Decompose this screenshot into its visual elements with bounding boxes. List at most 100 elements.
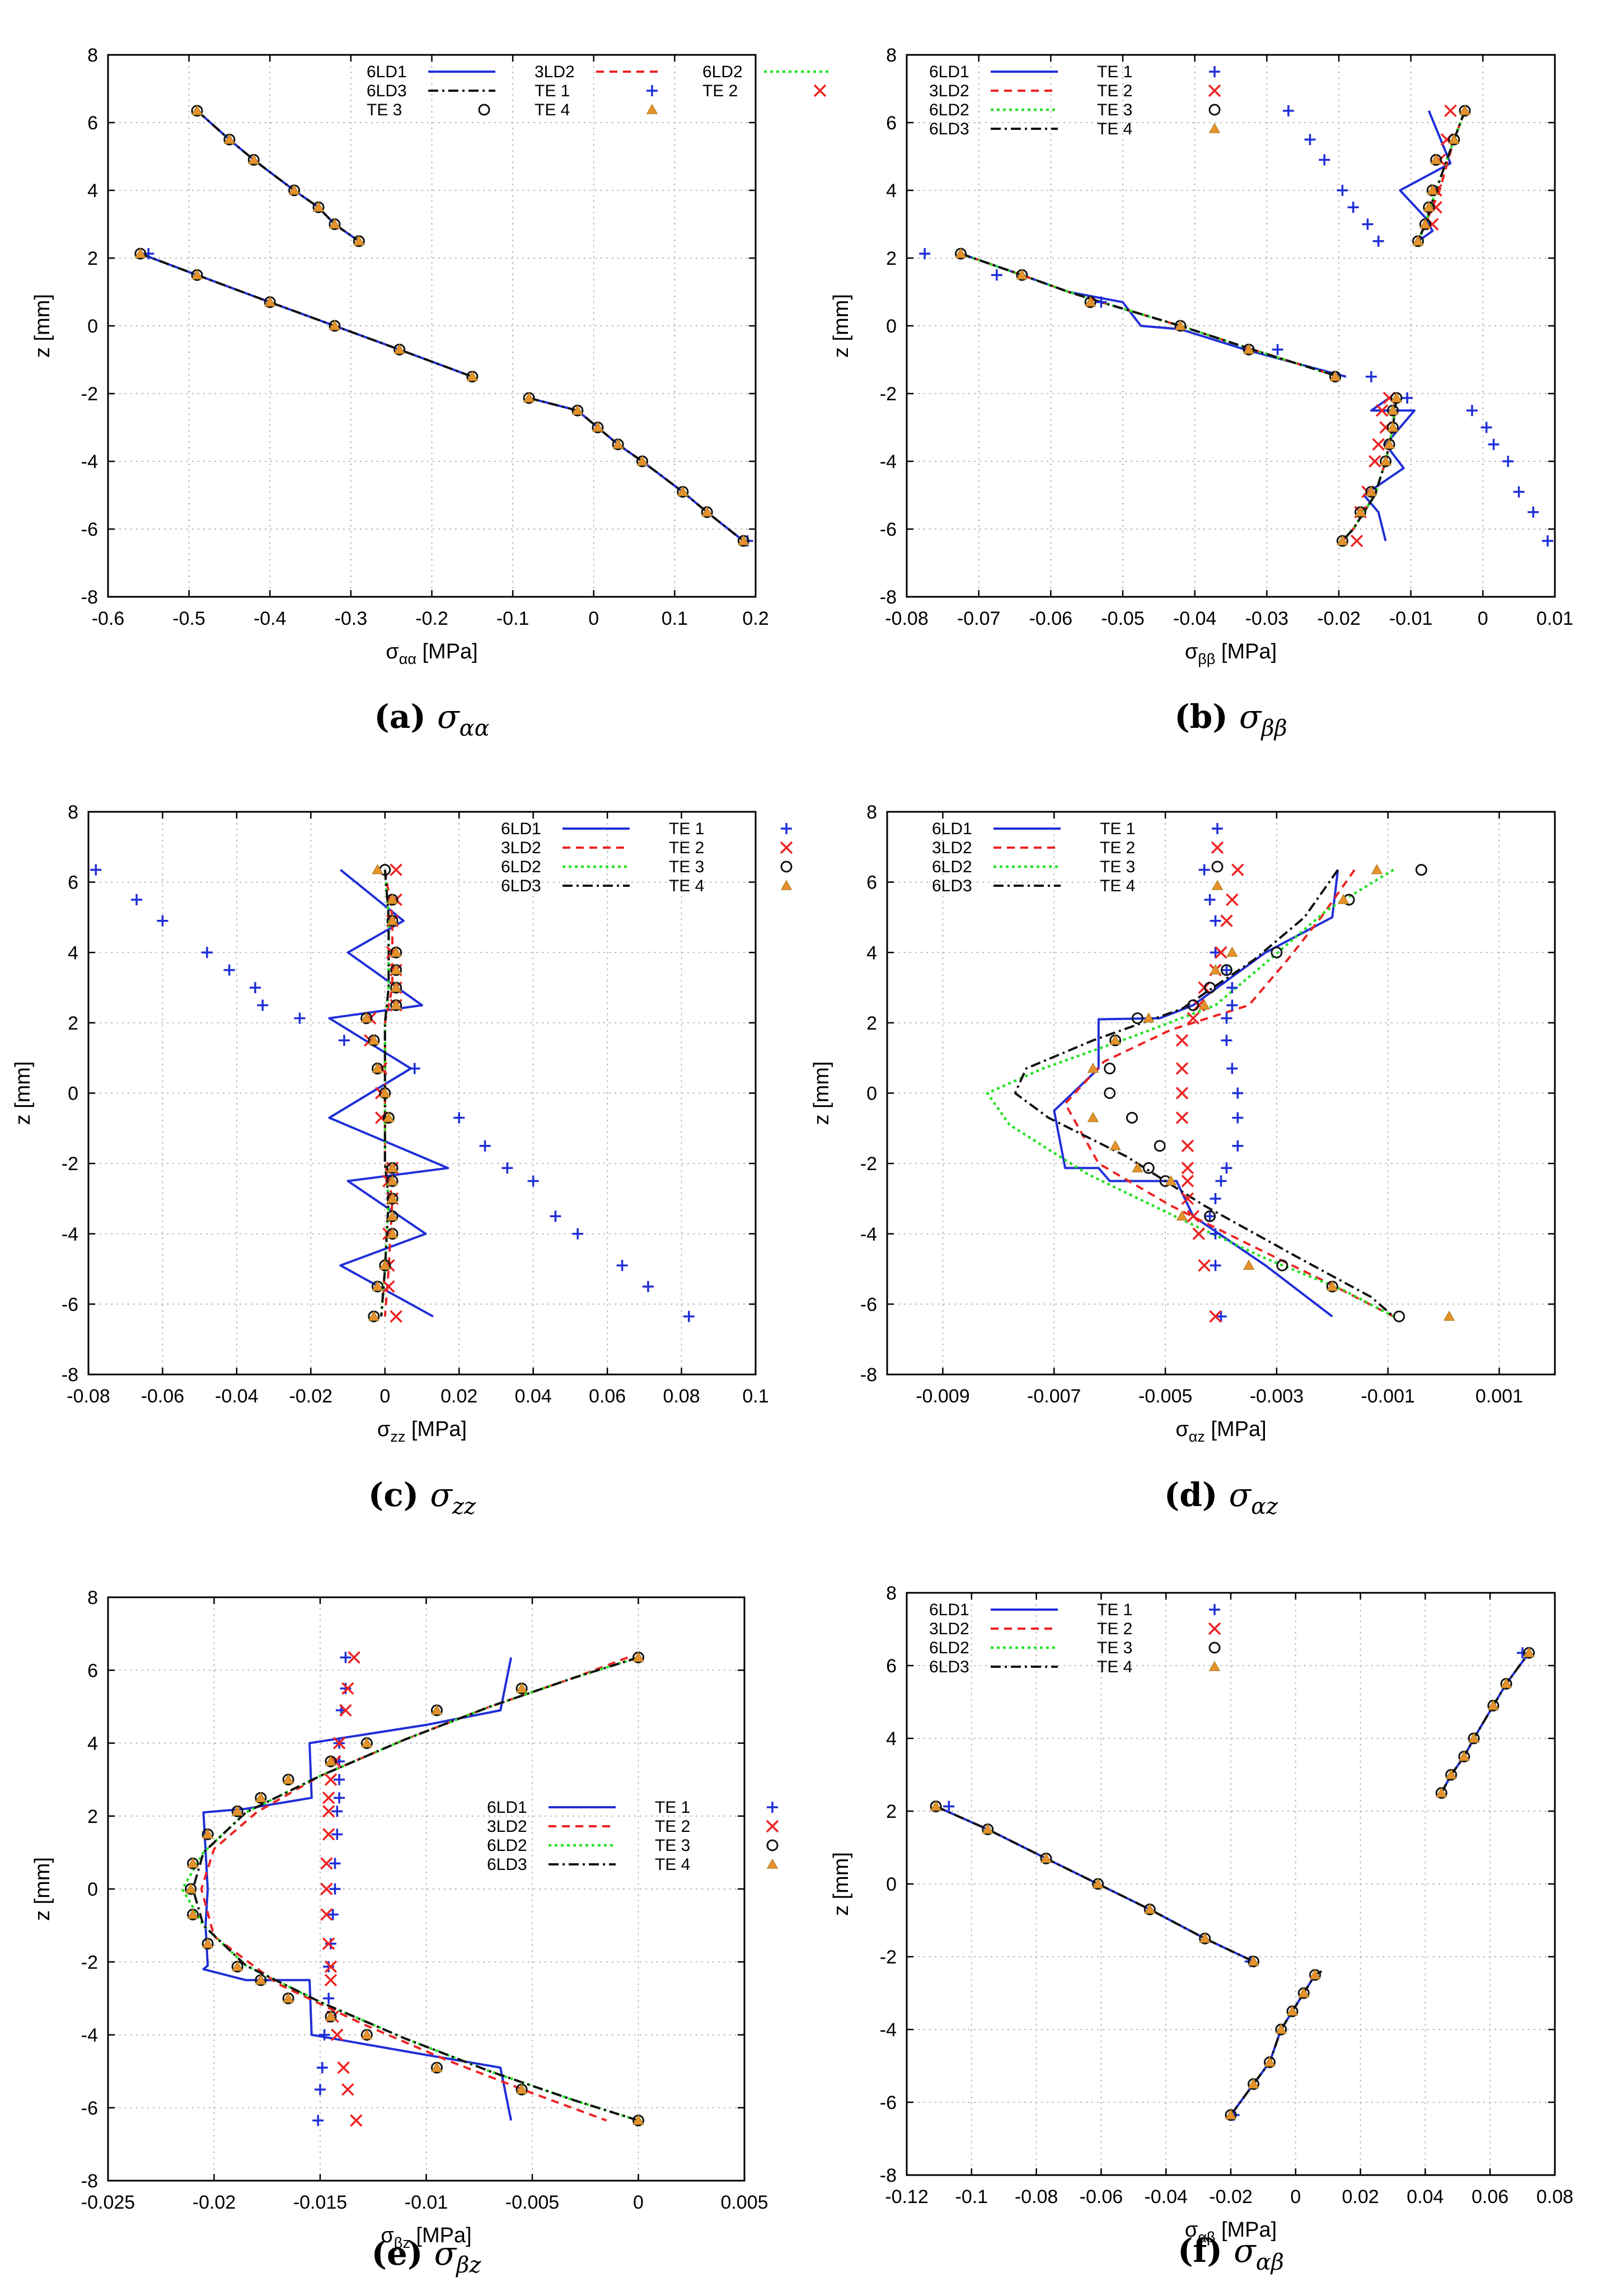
data-point-te4: [201, 1938, 214, 1948]
caption-symbol: σ: [434, 2234, 457, 2272]
data-point-te3: [1276, 1259, 1288, 1271]
data-point-te4: [1210, 964, 1221, 975]
legend-marker: [767, 1802, 778, 1813]
series-line-6ld2: [986, 868, 1394, 1318]
panel-d: -0.009 -0.007 -0.005 -0.003 -0.001 0.001 -8 -6 -…: [810, 802, 1556, 1519]
data-point-te4: [372, 1280, 383, 1291]
data-point-te4: [431, 1704, 443, 1715]
y-tick-label: 0: [68, 1083, 78, 1105]
data-point-te1: [90, 864, 102, 876]
legend-label: TE 4: [1097, 1658, 1132, 1676]
x-tick-label: -0.2: [415, 608, 448, 629]
data-point-te4: [361, 1737, 373, 1748]
legend-label: 6LD3: [929, 120, 969, 138]
data-point-te4: [201, 1828, 214, 1839]
x-tick-label: -0.04: [1144, 2186, 1188, 2208]
caption-letter: (f): [1178, 2232, 1234, 2270]
data-point-te4: [248, 154, 260, 165]
data-point-te1: [1513, 486, 1525, 498]
x-axis-unit: [MPa]: [1215, 2218, 1277, 2242]
data-point-te1: [1372, 235, 1384, 247]
y-tick-label: 6: [87, 113, 98, 134]
data-point-te1: [318, 2029, 330, 2041]
x-axis-subscript: αz: [1189, 1428, 1205, 1445]
x-axis-label: σβz [MPa]: [381, 2224, 471, 2251]
y-tick-label: -2: [62, 1153, 78, 1175]
y-tick-label: -6: [880, 2092, 897, 2113]
legend-label: TE 3: [367, 101, 402, 119]
series-line-6ld1: [528, 396, 744, 542]
caption-symbol: σ: [1239, 698, 1262, 736]
data-point-te4: [636, 455, 648, 466]
data-point-te2: [1181, 1162, 1194, 1175]
data-point-te2: [390, 1310, 402, 1323]
data-point-te4: [191, 105, 203, 115]
data-point-te2: [1187, 1210, 1200, 1223]
legend-label: TE 2: [655, 1817, 690, 1836]
x-tick-label: -0.005: [505, 2192, 559, 2213]
data-point-te4: [1248, 2078, 1259, 2089]
x-tick-label: 0.02: [440, 1386, 477, 1407]
x-tick-label: -0.02: [1317, 608, 1361, 629]
x-axis-symbol: σ: [1185, 2218, 1198, 2242]
legend-marker: [780, 861, 793, 873]
y-tick-label: 6: [886, 1656, 897, 1677]
x-tick-label: 0: [379, 1386, 390, 1407]
data-point-te2: [339, 1704, 352, 1717]
data-point-te4: [1458, 1750, 1470, 1761]
legend-label: TE 1: [1097, 1601, 1132, 1619]
data-point-te4: [383, 1111, 395, 1123]
data-point-te3: [1393, 1310, 1405, 1322]
data-point-te4: [325, 2010, 337, 2021]
data-point-te4: [1390, 392, 1403, 403]
data-point-te3: [1220, 964, 1232, 976]
data-point-te4: [1448, 133, 1460, 144]
x-tick-label: -0.04: [1173, 608, 1217, 629]
x-tick-label: -0.06: [1080, 2186, 1123, 2208]
data-point-te1: [1502, 456, 1514, 467]
data-point-te1: [1347, 202, 1359, 213]
data-point-te1: [315, 2084, 326, 2096]
caption-subscript: αα: [460, 716, 490, 741]
plot-area: [90, 863, 695, 1323]
y-tick-label: -6: [81, 519, 98, 540]
data-point-te4: [1430, 154, 1442, 165]
data-point-te2: [322, 1791, 335, 1804]
y-tick-label: 2: [87, 248, 98, 269]
legend-marker: [1211, 861, 1224, 873]
y-tick-label: 4: [87, 1733, 98, 1755]
data-point-te4: [386, 1193, 399, 1203]
data-point-te1: [329, 1858, 341, 1869]
x-axis-symbol: σ: [1175, 1418, 1188, 1441]
data-point-te4: [1165, 1175, 1177, 1186]
caption-symbol: σ: [1229, 1476, 1252, 1514]
data-point-te1: [550, 1210, 561, 1222]
x-tick-label: 0.06: [1471, 2186, 1508, 2208]
x-tick-label: -0.3: [335, 608, 368, 629]
x-tick-label: 0.005: [720, 2192, 768, 2213]
caption-symbol: σ: [1234, 2232, 1257, 2270]
data-point-te1: [1221, 964, 1232, 976]
data-point-te3: [1204, 1210, 1216, 1222]
data-point-te4: [255, 1974, 267, 1985]
data-point-te4: [1016, 269, 1028, 279]
data-point-te4: [1143, 1903, 1156, 1914]
x-axis-subscript: αβ: [1198, 2229, 1215, 2246]
data-point-te1: [331, 1806, 343, 1817]
data-point-te4: [231, 1805, 243, 1816]
panel-b: -0.08 -0.07 -0.06 -0.05 -0.04 -0.03 -0.02 -0.01…: [829, 45, 1573, 741]
y-tick-label: -4: [81, 451, 98, 473]
data-point-te4: [361, 2028, 373, 2040]
y-tick-label: -6: [62, 1294, 78, 1315]
data-point-te2: [1444, 104, 1457, 118]
legend-label: 6LD1: [367, 63, 407, 81]
caption-subscript: zz: [452, 1494, 476, 1519]
data-point-te1: [1232, 1112, 1244, 1124]
y-tick-label: -2: [81, 384, 98, 405]
data-point-te2: [1372, 438, 1385, 451]
data-point-te4: [390, 999, 402, 1010]
data-point-te1: [1095, 296, 1107, 308]
data-point-te2: [324, 1974, 338, 1987]
panel-a: -0.6 -0.5 -0.4 -0.3 -0.2 -0.1 0 0.1 0.2 -8 -6 -4 -2 0…: [31, 45, 831, 741]
plot-frame: [886, 811, 1556, 1376]
